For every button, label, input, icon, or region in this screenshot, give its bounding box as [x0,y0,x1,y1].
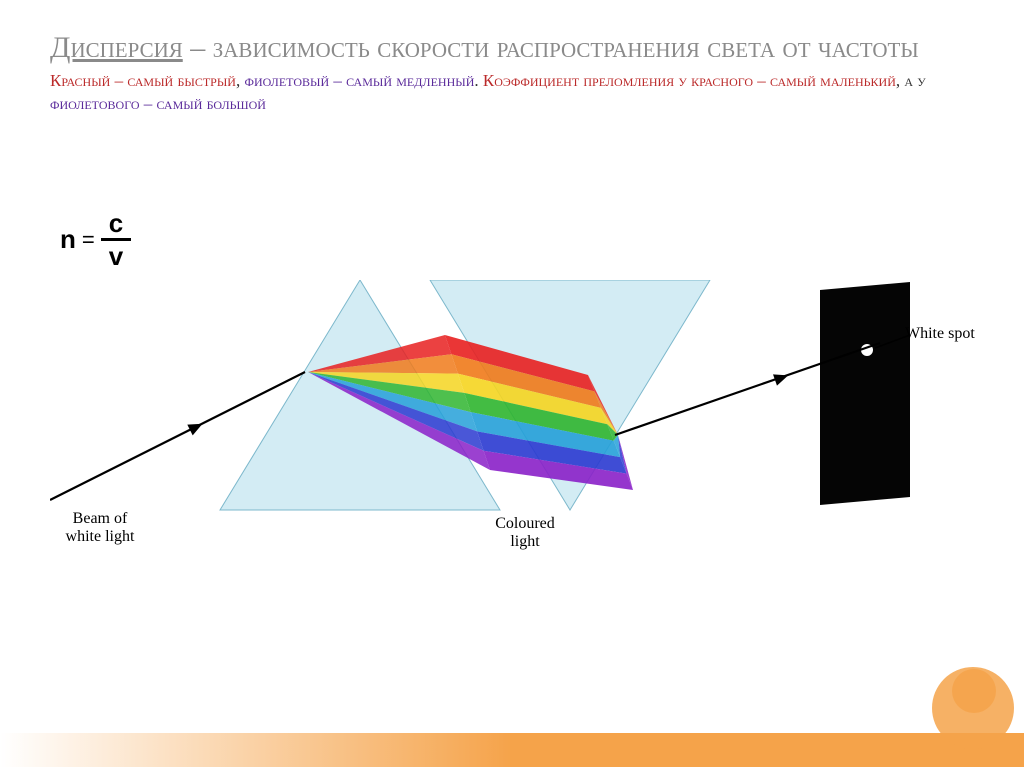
label-coloured: Colouredlight [470,515,580,550]
slide-title: Дисперсия – зависимость скорости распрос… [50,30,974,66]
formula-equals: = [82,227,95,253]
decor-band [0,733,1024,767]
formula-fraction: c v [101,210,131,269]
formula-numerator: c [101,210,131,241]
label-white-spot: White spot [905,325,995,343]
title-rest: – зависимость скорости распространения с… [183,31,919,64]
formula-n: n [60,224,76,255]
slide-subtitle: Красный – самый быстрый, фиолетовый – са… [50,70,974,116]
dispersion-diagram: Beam ofwhite light Colouredlight White s… [50,280,970,610]
decor-circle-large [932,667,1014,749]
refraction-formula: n = c v [60,210,131,269]
title-block: Дисперсия – зависимость скорости распрос… [50,30,974,116]
label-beam: Beam ofwhite light [45,510,155,545]
title-keyword: Дисперсия [50,31,183,64]
formula-denominator: v [109,241,123,269]
